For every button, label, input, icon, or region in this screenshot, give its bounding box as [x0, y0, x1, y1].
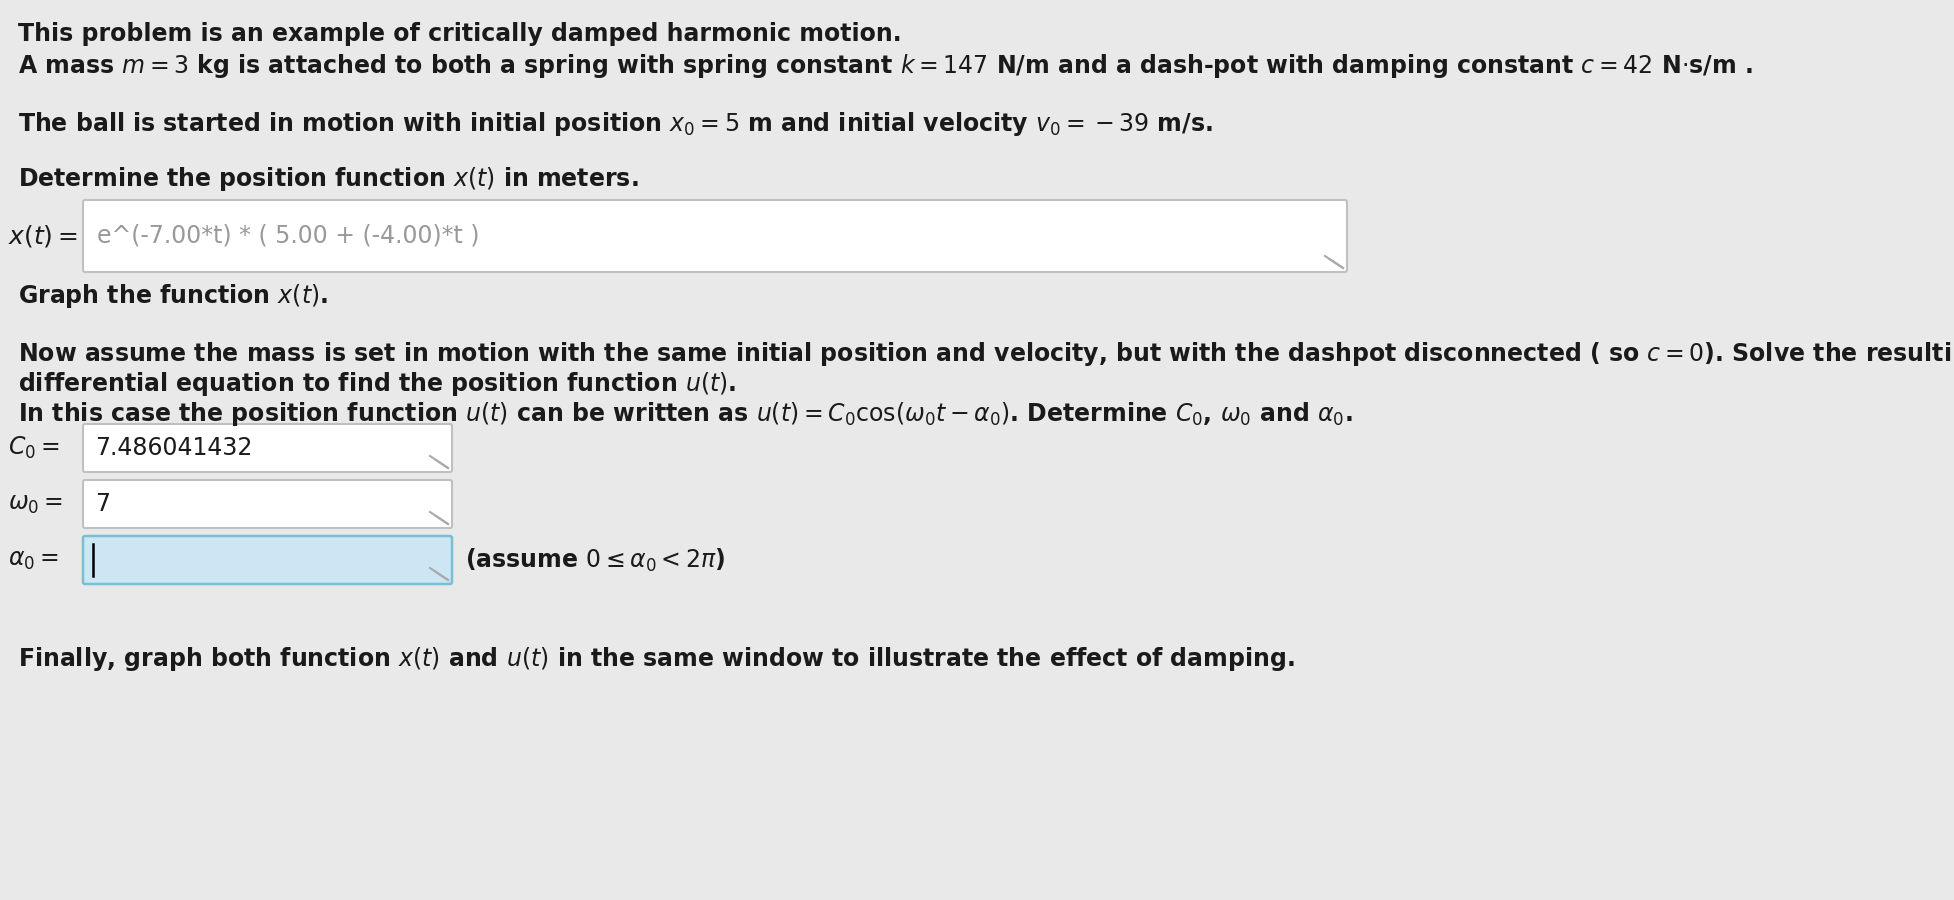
- FancyBboxPatch shape: [82, 480, 451, 528]
- Text: $x(t) =$: $x(t) =$: [8, 223, 78, 249]
- Text: Now assume the mass is set in motion with the same initial position and velocity: Now assume the mass is set in motion wit…: [18, 340, 1954, 368]
- FancyBboxPatch shape: [82, 424, 451, 472]
- Text: A mass $m = 3$ kg is attached to both a spring with spring constant $k = 147$ N/: A mass $m = 3$ kg is attached to both a …: [18, 52, 1753, 80]
- Text: (assume $0 \leq \alpha_0 < 2\pi$): (assume $0 \leq \alpha_0 < 2\pi$): [465, 546, 725, 573]
- Text: Graph the function $x(t)$.: Graph the function $x(t)$.: [18, 282, 328, 310]
- Text: differential equation to find the position function $u(t)$.: differential equation to find the positi…: [18, 370, 737, 398]
- Text: This problem is an example of critically damped harmonic motion.: This problem is an example of critically…: [18, 22, 901, 46]
- Text: Finally, graph both function $x(t)$ and $u(t)$ in the same window to illustrate : Finally, graph both function $x(t)$ and …: [18, 645, 1296, 673]
- FancyBboxPatch shape: [82, 200, 1346, 272]
- FancyBboxPatch shape: [82, 536, 451, 584]
- Text: $C_0 =$: $C_0 =$: [8, 435, 59, 461]
- Text: 7.486041432: 7.486041432: [96, 436, 252, 460]
- Text: e^(-7.00*t) * ( 5.00 + (-4.00)*t ): e^(-7.00*t) * ( 5.00 + (-4.00)*t ): [98, 224, 479, 248]
- Text: 7: 7: [96, 492, 109, 516]
- Text: The ball is started in motion with initial position $x_0 = 5$ m and initial velo: The ball is started in motion with initi…: [18, 110, 1213, 138]
- Text: $\alpha_0 =$: $\alpha_0 =$: [8, 548, 59, 572]
- Text: $\omega_0 =$: $\omega_0 =$: [8, 492, 63, 516]
- Text: In this case the position function $u(t)$ can be written as $u(t) = C_0\cos(\ome: In this case the position function $u(t)…: [18, 400, 1352, 428]
- Text: Determine the position function $x(t)$ in meters.: Determine the position function $x(t)$ i…: [18, 165, 639, 193]
